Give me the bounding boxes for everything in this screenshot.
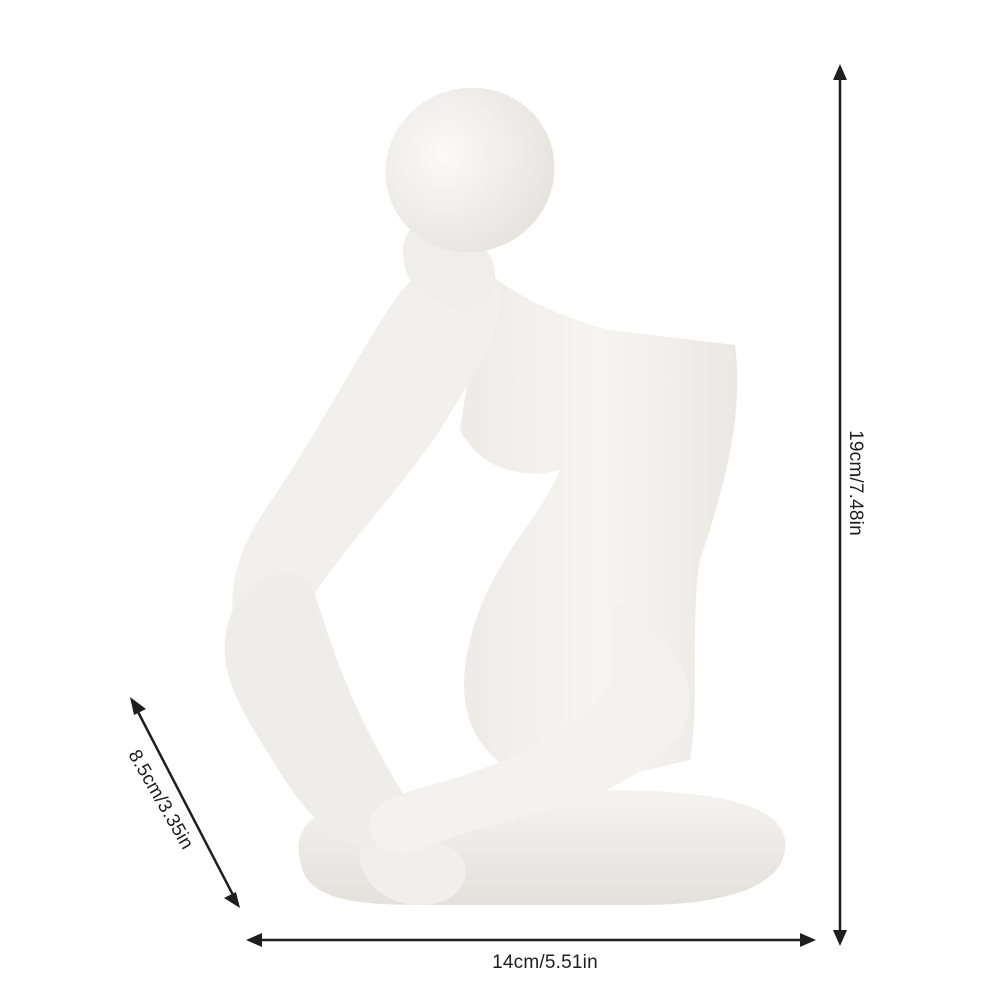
width-dimension-label: 14cm/5.51in [492, 952, 598, 974]
width-arrow [246, 933, 816, 947]
statue-head [360, 62, 579, 278]
height-dimension-label: 19cm/7.48in [844, 430, 866, 536]
statue-figure [225, 62, 786, 905]
depth-arrow [130, 697, 240, 908]
